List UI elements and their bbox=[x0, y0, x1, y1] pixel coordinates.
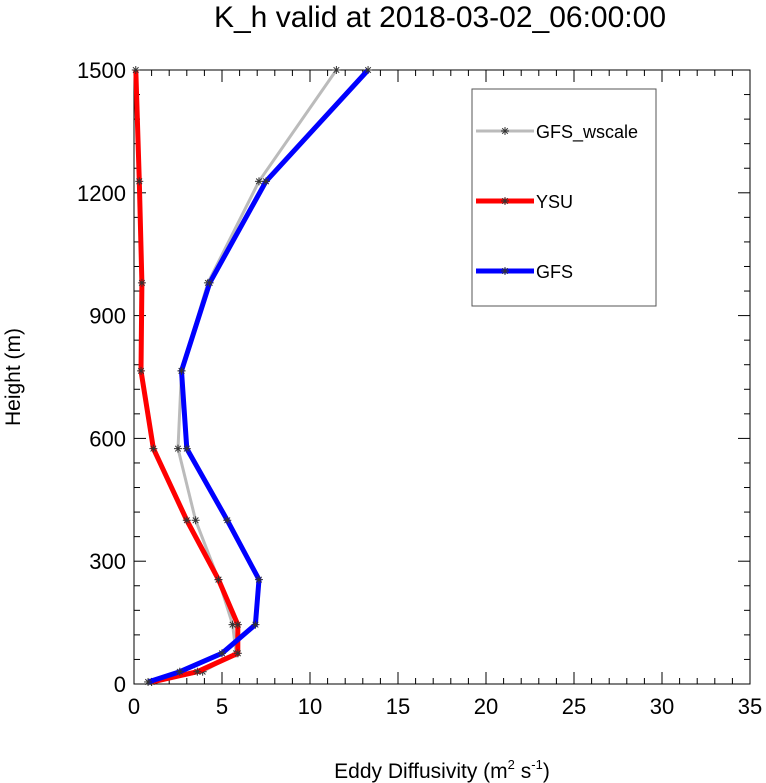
x-tick-label: 5 bbox=[216, 694, 228, 719]
data-point-gfs-wscale bbox=[254, 177, 263, 186]
data-point-gfs bbox=[177, 366, 186, 375]
legend-marker bbox=[501, 267, 509, 275]
x-tick-label: 25 bbox=[562, 694, 586, 719]
data-point-gfs-wscale bbox=[332, 66, 341, 74]
legend-label: GFS_wscale bbox=[536, 122, 638, 143]
series-line-gfs-wscale bbox=[151, 69, 338, 684]
data-point-gfs bbox=[205, 278, 214, 287]
legend-marker bbox=[501, 127, 509, 135]
y-tick-label: 900 bbox=[89, 304, 126, 329]
legend: GFS_wscale YSU GFS bbox=[471, 88, 657, 307]
data-point-gfs bbox=[254, 575, 263, 584]
series-gfs bbox=[144, 66, 373, 686]
data-point-gfs-wscale bbox=[191, 516, 200, 525]
series-gfs-wscale bbox=[147, 66, 341, 686]
chart-title: K_h valid at 2018-03-02_06:00:00 bbox=[214, 1, 666, 34]
legend-item-ysu: YSU bbox=[476, 192, 573, 212]
data-point-ysu bbox=[233, 620, 242, 629]
data-point-ysu bbox=[131, 66, 140, 74]
data-point-ysu bbox=[149, 444, 158, 453]
data-point-ysu bbox=[233, 649, 242, 658]
data-point-ysu bbox=[182, 516, 191, 525]
legend-item-gfs: GFS bbox=[476, 262, 573, 282]
data-point-ysu bbox=[137, 278, 146, 287]
data-point-gfs bbox=[218, 649, 226, 658]
y-axis-label: Height (m) bbox=[2, 328, 25, 426]
legend-label: YSU bbox=[536, 192, 573, 212]
data-point-gfs bbox=[251, 620, 260, 629]
data-point-ysu bbox=[193, 667, 202, 676]
data-point-gfs-wscale bbox=[174, 444, 182, 453]
y-tick-label: 600 bbox=[89, 426, 126, 451]
plot-frame bbox=[133, 69, 751, 685]
data-point-ysu bbox=[135, 177, 144, 186]
x-tick-label: 0 bbox=[128, 694, 140, 719]
x-tick-label: 20 bbox=[474, 694, 498, 719]
y-tick-label: 0 bbox=[114, 672, 126, 697]
data-point-gfs bbox=[262, 177, 270, 186]
legend-label: GFS bbox=[536, 262, 573, 282]
y-tick-label: 1500 bbox=[77, 58, 126, 83]
y-tick-label: 1200 bbox=[77, 181, 126, 206]
series-ysu bbox=[131, 66, 242, 686]
data-point-ysu bbox=[137, 366, 146, 375]
x-tick-label: 30 bbox=[650, 694, 674, 719]
data-point-gfs bbox=[175, 667, 184, 676]
data-point-gfs bbox=[364, 66, 373, 74]
series-layer bbox=[131, 66, 373, 686]
series-line-gfs bbox=[147, 68, 370, 685]
data-point-gfs bbox=[223, 516, 232, 525]
data-point-ysu bbox=[214, 575, 223, 584]
data-point-gfs bbox=[182, 444, 191, 453]
x-tick-label: 15 bbox=[386, 694, 410, 719]
data-point-gfs bbox=[144, 677, 153, 686]
x-tick-label: 10 bbox=[298, 694, 322, 719]
x-axis-label: Eddy Diffusivity (m2 s-1) bbox=[334, 757, 550, 783]
x-tick-label: 35 bbox=[738, 694, 762, 719]
legend-marker bbox=[501, 197, 509, 205]
legend-item-gfs-wscale: GFS_wscale bbox=[476, 122, 638, 143]
y-tick-label: 300 bbox=[89, 549, 126, 574]
axis-ticks: 0 5 10 15 20 25 30 35 0 300 600 900 1200 1500 bbox=[77, 58, 762, 719]
series-line-ysu bbox=[133, 69, 241, 685]
